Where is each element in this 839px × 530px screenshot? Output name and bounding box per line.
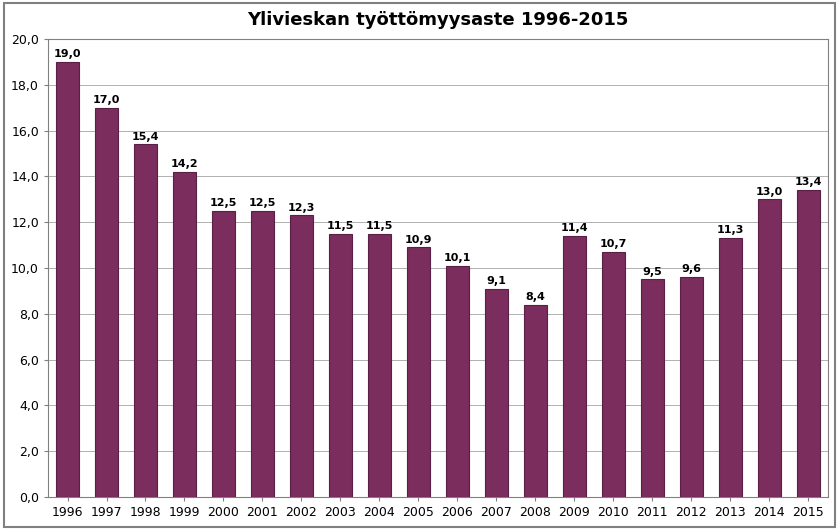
Bar [758,199,781,497]
Bar [641,279,664,497]
Bar [797,190,820,497]
Text: 12,5: 12,5 [249,198,276,208]
Text: 9,6: 9,6 [681,264,701,275]
Text: 12,5: 12,5 [210,198,237,208]
Text: 17,0: 17,0 [93,95,120,105]
Text: 11,5: 11,5 [326,221,354,231]
Text: 10,7: 10,7 [600,239,627,249]
Text: 10,1: 10,1 [444,253,472,263]
Text: 14,2: 14,2 [170,159,198,169]
Bar [251,211,274,497]
Bar [407,248,430,497]
Text: 11,5: 11,5 [366,221,393,231]
Title: Ylivieskan työttömyysaste 1996-2015: Ylivieskan työttömyysaste 1996-2015 [248,11,628,29]
Bar [133,144,157,497]
Bar [211,211,235,497]
Bar [446,266,469,497]
Bar [719,238,743,497]
Bar [329,234,352,497]
Bar [56,62,79,497]
Text: 15,4: 15,4 [132,131,159,142]
Text: 12,3: 12,3 [288,202,315,213]
Text: 9,1: 9,1 [487,276,507,286]
Bar [602,252,625,497]
Bar [367,234,391,497]
Text: 9,5: 9,5 [643,267,662,277]
Text: 11,3: 11,3 [717,225,744,235]
Bar [563,236,586,497]
Bar [173,172,196,497]
Bar [95,108,118,497]
Text: 19,0: 19,0 [54,49,81,59]
Text: 11,4: 11,4 [560,223,588,233]
Bar [524,305,547,497]
Text: 10,9: 10,9 [404,235,432,244]
Text: 13,0: 13,0 [756,187,783,197]
Text: 8,4: 8,4 [525,292,545,302]
Bar [680,277,703,497]
Text: 13,4: 13,4 [795,178,822,187]
Bar [289,215,313,497]
Bar [485,288,508,497]
